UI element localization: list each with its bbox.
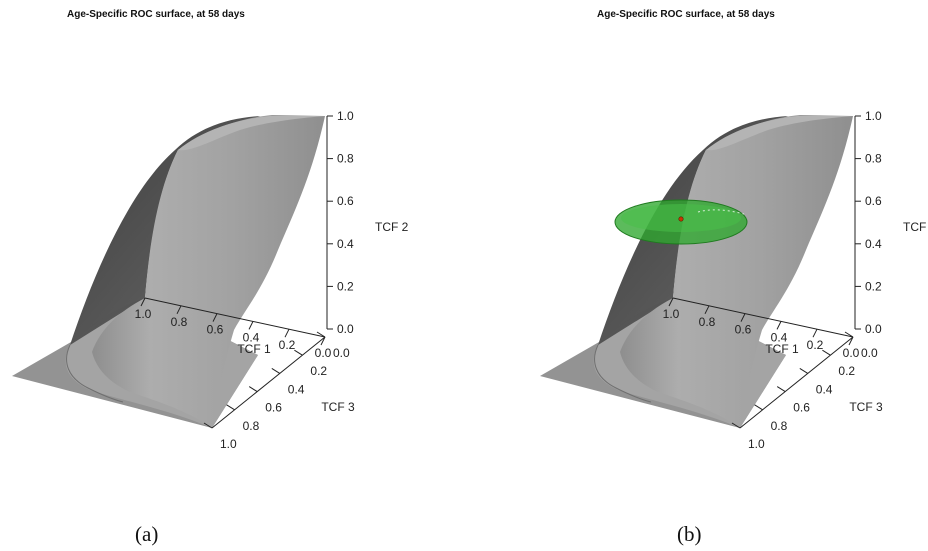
x-axis-tick bbox=[212, 313, 218, 322]
x-tick-label: 0.8 bbox=[171, 315, 188, 329]
floor-shade-edge bbox=[66, 344, 124, 403]
y-tick-label: 0.4 bbox=[816, 382, 833, 396]
y-axis-tick bbox=[822, 349, 831, 356]
z-tick-label: 0.8 bbox=[337, 152, 354, 166]
z-axis-title: TCF 2 bbox=[903, 220, 928, 234]
z-tick-label: 0.6 bbox=[865, 194, 882, 208]
x-axis-tick bbox=[704, 305, 710, 315]
y-axis-tick bbox=[754, 404, 763, 411]
surface-top-ridge bbox=[706, 116, 853, 151]
z-tick-label: 1.0 bbox=[337, 109, 354, 123]
y-axis-title: TCF 3 bbox=[849, 400, 883, 414]
y-tick-label: 0.2 bbox=[838, 364, 855, 378]
panel-caption: (a) bbox=[135, 522, 159, 546]
y-axis-tick bbox=[776, 386, 786, 393]
panel-caption: (b) bbox=[677, 522, 702, 546]
roc-surface-plot: 0.0 0.2 0.4 0.6 0.8 1.0 TCF 2 1.0 0.8 0.6 0.4 0.2 0.… bbox=[12, 109, 409, 451]
y-tick-label: 0.6 bbox=[793, 401, 810, 415]
y-tick-label: 0.4 bbox=[288, 382, 305, 396]
roc-surface-plot: 0.0 0.2 0.4 0.6 0.8 1.0 TCF 2 1.0 0.8 0.6 0.4 0.2 0.… bbox=[540, 109, 928, 451]
x-tick-label: 0.6 bbox=[735, 323, 752, 337]
surface-back-face bbox=[70, 116, 260, 345]
y-axis-line bbox=[211, 336, 326, 429]
x-axis-tick bbox=[284, 328, 290, 338]
x-axis-title: TCF 1 bbox=[237, 342, 271, 356]
x-axis-tick bbox=[812, 328, 818, 338]
z-tick-label: 0.4 bbox=[337, 237, 354, 251]
chart-title: Age-Specific ROC surface, at 58 days bbox=[67, 9, 245, 20]
y-tick-label: 0.8 bbox=[243, 419, 260, 433]
x-tick-label: 0.6 bbox=[207, 323, 224, 337]
y-tick-label: 1.0 bbox=[220, 437, 237, 451]
y-axis-tick bbox=[271, 367, 281, 374]
panel-a: Age-Specific ROC surface, at 58 days 0.0… bbox=[12, 9, 409, 546]
surface-front-face bbox=[92, 115, 325, 428]
x-axis-tick bbox=[140, 297, 146, 307]
y-axis-tick bbox=[226, 404, 235, 411]
y-axis-tick bbox=[248, 386, 258, 393]
surface-front-face bbox=[620, 115, 853, 428]
x-axis-tick bbox=[176, 305, 182, 315]
x-tick-label: 0.4 bbox=[243, 330, 260, 344]
x-axis-tick bbox=[776, 321, 782, 330]
y-axis-tick bbox=[294, 349, 303, 356]
y-tick-label: 0.8 bbox=[771, 419, 788, 433]
x-tick-label: 0.2 bbox=[807, 338, 824, 352]
y-tick-label: 0.2 bbox=[310, 364, 327, 378]
z-tick-label: 0.0 bbox=[865, 322, 882, 336]
chart-title: Age-Specific ROC surface, at 58 days bbox=[597, 9, 775, 20]
x-axis-tick bbox=[740, 313, 746, 322]
x-axis-title: TCF 1 bbox=[765, 342, 799, 356]
y-axis-title: TCF 3 bbox=[321, 400, 355, 414]
surface-top-ridge bbox=[178, 116, 325, 151]
x-tick-label: 0.0 bbox=[315, 346, 332, 360]
z-tick-label: 0.0 bbox=[337, 322, 354, 336]
y-axis-line bbox=[739, 336, 854, 429]
y-axis-tick bbox=[799, 367, 809, 374]
z-tick-label: 0.2 bbox=[865, 279, 882, 293]
x-tick-label: 0.4 bbox=[771, 330, 788, 344]
floor-shade-edge bbox=[594, 344, 652, 403]
z-tick-label: 0.8 bbox=[865, 152, 882, 166]
x-tick-label: 1.0 bbox=[135, 307, 152, 321]
x-axis-tick bbox=[320, 336, 326, 346]
x-tick-label: 1.0 bbox=[663, 307, 680, 321]
z-tick-label: 1.0 bbox=[865, 109, 882, 123]
y-tick-label: 0.0 bbox=[333, 346, 350, 360]
z-axis-title: TCF 2 bbox=[375, 220, 409, 234]
y-tick-label: 0.0 bbox=[861, 346, 878, 360]
y-axis-tick bbox=[203, 422, 213, 429]
y-tick-label: 1.0 bbox=[748, 437, 765, 451]
x-tick-label: 0.8 bbox=[699, 315, 716, 329]
y-axis-tick bbox=[844, 331, 854, 338]
x-axis-tick bbox=[668, 297, 674, 307]
y-axis-tick bbox=[316, 331, 326, 338]
x-axis-tick bbox=[248, 321, 254, 330]
x-axis-tick bbox=[848, 336, 854, 346]
z-tick-label: 0.4 bbox=[865, 237, 882, 251]
z-tick-label: 0.6 bbox=[337, 194, 354, 208]
y-axis-tick bbox=[731, 422, 741, 429]
surface-back-face bbox=[598, 116, 788, 345]
x-axis-line bbox=[672, 297, 854, 338]
x-tick-label: 0.0 bbox=[843, 346, 860, 360]
z-tick-label: 0.2 bbox=[337, 279, 354, 293]
panel-b: Age-Specific ROC surface, at 58 days 0.0… bbox=[528, 0, 928, 551]
x-tick-label: 0.2 bbox=[279, 338, 296, 352]
x-axis-line bbox=[144, 297, 326, 338]
y-tick-label: 0.6 bbox=[265, 401, 282, 415]
ellipsoid-center-point bbox=[678, 216, 684, 222]
